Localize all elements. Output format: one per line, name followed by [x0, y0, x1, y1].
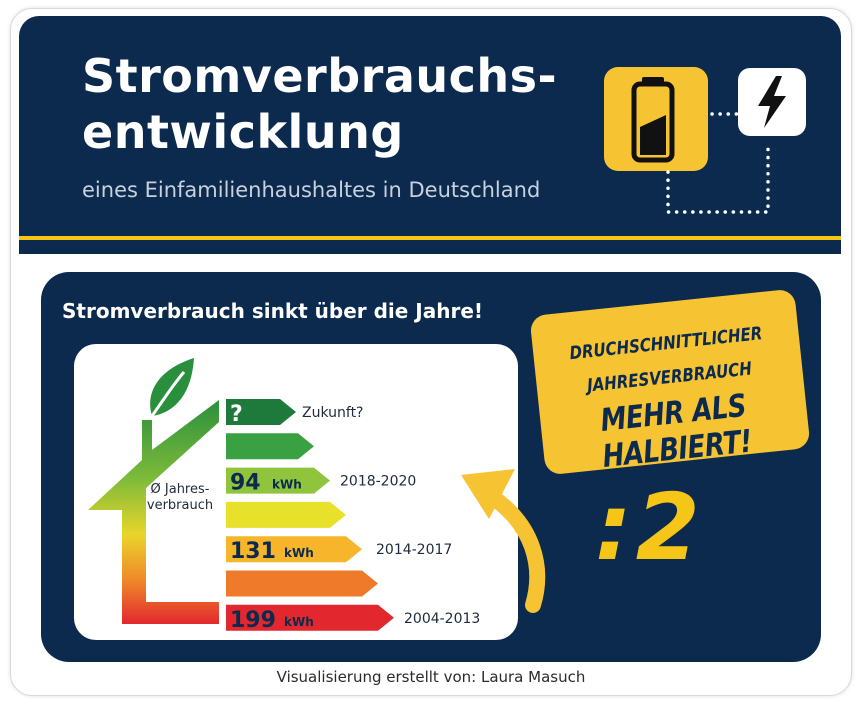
energy-bar-label-5: 2014-2017	[376, 542, 452, 558]
energy-bar-1	[226, 399, 296, 425]
page-subtitle: eines Einfamilienhaushaltes in Deutschla…	[82, 178, 541, 202]
battery-icon	[604, 67, 708, 171]
leaf-icon	[150, 358, 194, 417]
energy-bar-label-1: Zukunft?	[302, 405, 364, 421]
avg-line-1: Ø Jahres-	[150, 482, 210, 497]
energy-bar-label-7: 2004-2013	[404, 611, 480, 627]
energy-bar-unit-3: kWh	[272, 478, 302, 492]
dotted-connector	[666, 112, 770, 214]
energy-bar-label-3: 2018-2020	[340, 474, 416, 490]
energy-bar-value-1: ?	[230, 402, 243, 427]
header-divider	[19, 236, 841, 240]
energy-bar-5	[226, 536, 362, 563]
energy-bar-2	[226, 433, 314, 460]
curved-arrow-icon	[461, 469, 546, 613]
highlight-note: DRUCHSCHNITTLICHER JAHRESVERBRAUCH MEHR …	[529, 288, 811, 476]
energy-bar-value-3: 94	[230, 471, 261, 496]
title-line-1: Stromverbrauchs-	[82, 49, 558, 103]
energy-bar-value-7: 199	[230, 608, 276, 633]
panel-heading: Stromverbrauch sinkt über die Jahre!	[62, 299, 484, 323]
energy-bar-6	[226, 570, 378, 597]
house-graphic	[88, 358, 219, 624]
page-title: Stromverbrauchs- entwicklung	[82, 48, 557, 160]
energy-bar-4	[226, 501, 346, 528]
energy-bar-unit-5: kWh	[284, 546, 314, 560]
title-line-2: entwicklung	[82, 105, 404, 159]
lightning-bolt-icon	[738, 68, 806, 136]
energy-bar-7	[226, 604, 394, 631]
average-consumption-label: Ø Jahres- verbrauch	[136, 482, 224, 514]
energy-bar-value-5: 131	[230, 539, 276, 564]
credit-line: Visualisierung erstellt von: Laura Masuc…	[276, 668, 586, 686]
divide-by-two: :2	[595, 474, 704, 581]
energy-bar-3	[226, 467, 330, 494]
avg-line-2: verbrauch	[146, 498, 214, 513]
energy-bar-unit-7: kWh	[284, 615, 314, 629]
